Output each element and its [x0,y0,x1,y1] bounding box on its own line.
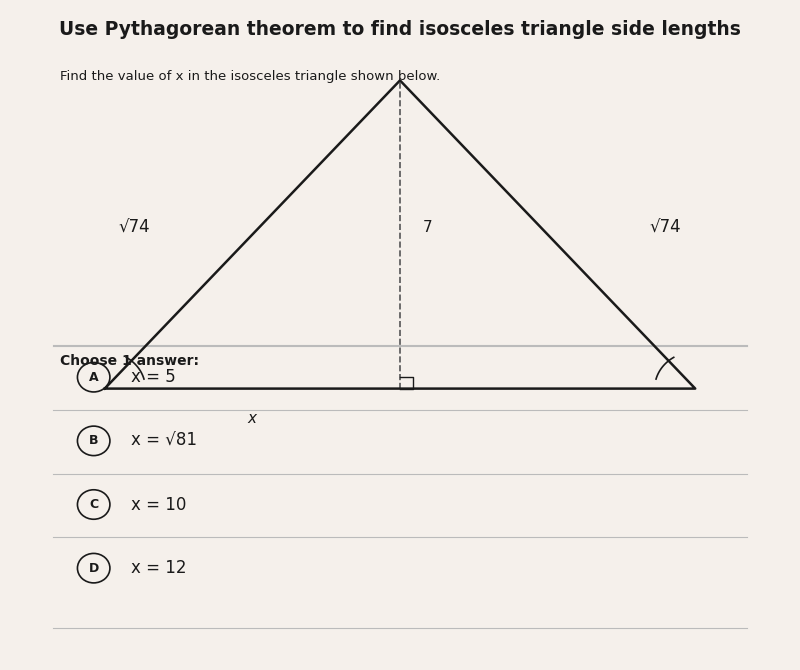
Text: B: B [89,434,98,448]
Text: x = 10: x = 10 [130,496,186,513]
Text: C: C [89,498,98,511]
Text: √74: √74 [650,219,682,237]
Text: x = √81: x = √81 [130,432,197,450]
Text: 7: 7 [423,220,433,235]
Text: x: x [248,411,257,426]
Text: √74: √74 [118,219,150,237]
Text: A: A [89,371,98,384]
Text: D: D [89,561,99,575]
Text: x = 12: x = 12 [130,559,186,577]
Text: Find the value of x in the isosceles triangle shown below.: Find the value of x in the isosceles tri… [61,70,441,83]
Text: Choose 1 answer:: Choose 1 answer: [61,354,199,368]
Text: x = 5: x = 5 [130,369,175,386]
Text: Use Pythagorean theorem to find isosceles triangle side lengths: Use Pythagorean theorem to find isoscele… [59,20,741,39]
